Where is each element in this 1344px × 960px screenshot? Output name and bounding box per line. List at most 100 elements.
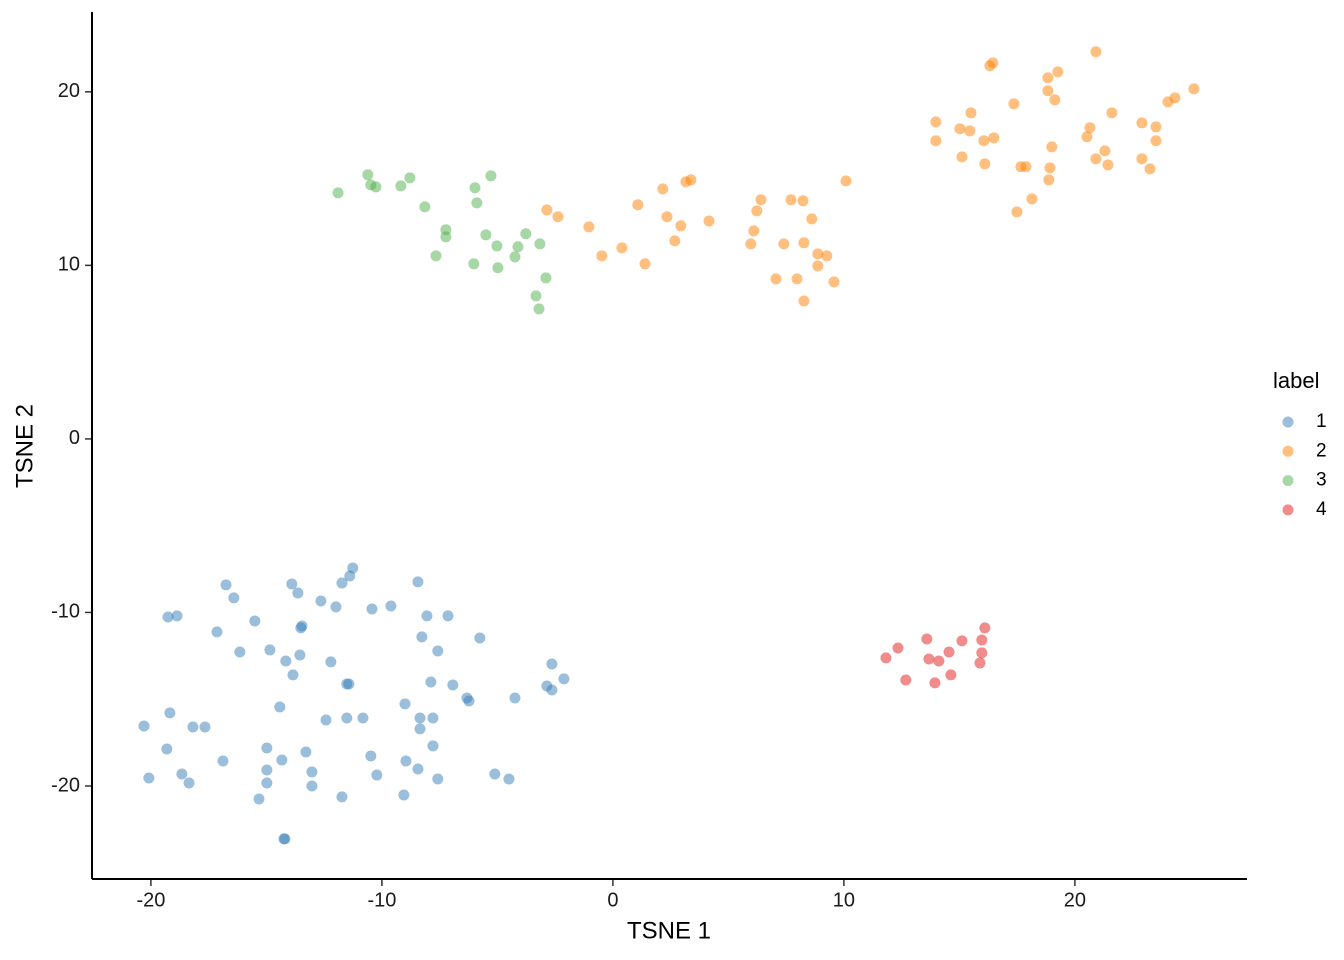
point bbox=[276, 754, 288, 766]
point bbox=[956, 635, 968, 647]
point bbox=[583, 221, 595, 233]
point bbox=[1150, 121, 1162, 133]
point bbox=[261, 777, 273, 789]
point bbox=[287, 669, 299, 681]
point bbox=[954, 123, 966, 135]
point bbox=[183, 777, 195, 789]
point bbox=[976, 634, 988, 646]
point bbox=[261, 764, 273, 776]
point bbox=[489, 768, 501, 780]
point bbox=[341, 712, 353, 724]
point bbox=[261, 742, 273, 754]
point bbox=[404, 172, 416, 184]
point bbox=[1099, 145, 1111, 157]
point bbox=[447, 679, 459, 691]
point bbox=[892, 642, 904, 654]
point bbox=[964, 125, 976, 137]
point bbox=[306, 766, 318, 778]
point bbox=[552, 211, 564, 223]
point bbox=[1042, 72, 1054, 84]
point bbox=[162, 611, 174, 623]
point bbox=[414, 723, 426, 735]
point bbox=[412, 576, 424, 588]
point bbox=[264, 644, 276, 656]
point bbox=[395, 180, 407, 192]
point bbox=[778, 238, 790, 250]
point bbox=[1106, 107, 1118, 119]
point bbox=[541, 204, 553, 216]
point bbox=[357, 712, 369, 724]
point bbox=[546, 684, 558, 696]
point bbox=[432, 773, 444, 785]
point bbox=[657, 183, 669, 195]
point bbox=[469, 182, 481, 194]
point bbox=[171, 610, 183, 622]
point bbox=[745, 238, 757, 250]
point bbox=[675, 220, 687, 232]
point bbox=[509, 251, 521, 263]
point bbox=[398, 789, 410, 801]
point bbox=[336, 791, 348, 803]
point bbox=[558, 673, 570, 685]
point bbox=[286, 578, 298, 590]
point bbox=[751, 205, 763, 217]
point bbox=[812, 248, 824, 260]
point bbox=[979, 622, 991, 634]
y-tick-label: 0 bbox=[69, 427, 80, 449]
point bbox=[362, 169, 374, 181]
point bbox=[979, 158, 991, 170]
point bbox=[988, 132, 1000, 144]
point bbox=[1049, 94, 1061, 106]
point bbox=[1162, 96, 1174, 108]
point bbox=[798, 237, 810, 249]
point bbox=[1046, 141, 1058, 153]
point bbox=[1090, 46, 1102, 58]
point bbox=[965, 107, 977, 119]
point bbox=[430, 250, 442, 262]
legend-marker bbox=[1282, 475, 1294, 487]
point bbox=[492, 262, 504, 274]
point bbox=[945, 669, 957, 681]
point bbox=[274, 701, 286, 713]
point bbox=[234, 646, 246, 658]
point bbox=[400, 755, 412, 767]
point bbox=[399, 698, 411, 710]
point bbox=[520, 228, 532, 240]
point bbox=[440, 231, 452, 243]
point bbox=[798, 295, 810, 307]
point bbox=[432, 645, 444, 657]
point bbox=[292, 587, 304, 599]
point bbox=[512, 241, 524, 253]
point bbox=[138, 720, 150, 732]
point bbox=[228, 592, 240, 604]
point bbox=[300, 746, 312, 758]
point bbox=[1044, 162, 1056, 174]
legend-label: 1 bbox=[1316, 411, 1327, 432]
point bbox=[797, 195, 809, 207]
point bbox=[199, 721, 211, 733]
point bbox=[984, 60, 996, 72]
point bbox=[540, 272, 552, 284]
point bbox=[1090, 153, 1102, 165]
point bbox=[341, 678, 353, 690]
point bbox=[933, 655, 945, 667]
point bbox=[220, 579, 232, 591]
point bbox=[900, 674, 912, 686]
point bbox=[414, 712, 426, 724]
point bbox=[840, 175, 852, 187]
point bbox=[1020, 161, 1032, 173]
point bbox=[1102, 159, 1114, 171]
point bbox=[471, 197, 483, 209]
point bbox=[1052, 66, 1064, 78]
point bbox=[930, 135, 942, 147]
point bbox=[161, 743, 173, 755]
point bbox=[929, 677, 941, 689]
y-tick-label: -20 bbox=[51, 774, 80, 796]
point bbox=[1081, 131, 1093, 143]
legend-title: label bbox=[1273, 368, 1319, 393]
point bbox=[812, 260, 824, 272]
point bbox=[320, 714, 332, 726]
point bbox=[534, 238, 546, 250]
point bbox=[1042, 85, 1054, 97]
